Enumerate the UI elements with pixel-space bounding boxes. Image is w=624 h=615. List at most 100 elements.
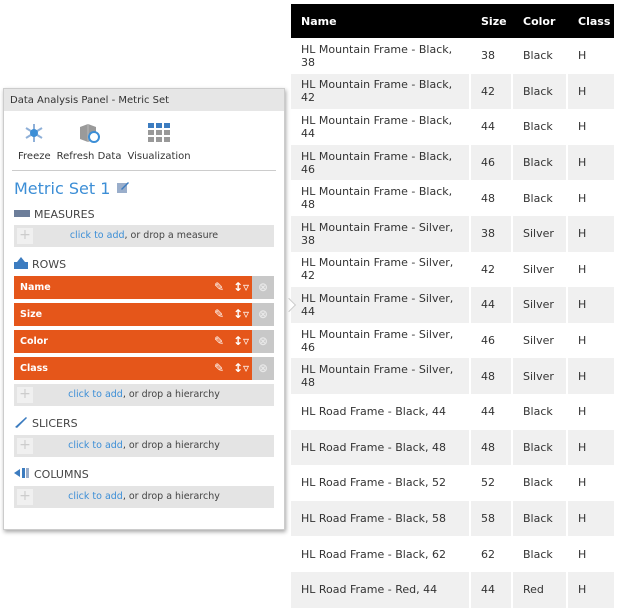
table-row[interactable]: HL Mountain Frame - Silver, 44 44 Silver H: [291, 287, 614, 323]
remove-icon[interactable]: ⊗: [252, 276, 274, 299]
cell-size: 44: [471, 393, 513, 430]
columns-drop-zone[interactable]: + click to add, or drop a hierarchy: [14, 486, 274, 508]
cell-name: HL Road Frame - Black, 44: [291, 393, 471, 430]
data-analysis-panel: Data Analysis Panel - Metric Set Freeze …: [3, 88, 285, 530]
row-hierarchy-name[interactable]: Name ✎ ↕▿ ⊗: [14, 276, 274, 299]
sort-filter-icon[interactable]: ↕▿: [232, 280, 250, 294]
cell-size: 58: [471, 500, 513, 537]
row-hierarchy-size[interactable]: Size ✎ ↕▿ ⊗: [14, 303, 274, 326]
visualization-label: Visualization: [127, 151, 191, 162]
hierarchy-label: Size: [20, 309, 43, 320]
column-header-class[interactable]: Class: [568, 4, 614, 38]
sort-filter-icon[interactable]: ↕▿: [232, 307, 250, 321]
cell-size: 46: [471, 322, 513, 359]
column-header-color[interactable]: Color: [513, 4, 568, 38]
remove-icon[interactable]: ⊗: [252, 330, 274, 353]
cell-name: HL Mountain Frame - Black, 44: [291, 109, 471, 145]
freeze-label: Freeze: [18, 151, 51, 162]
cell-class: H: [568, 571, 614, 608]
cell-size: 42: [471, 73, 513, 110]
table-row[interactable]: HL Mountain Frame - Silver, 38 38 Silver H: [291, 215, 614, 252]
edit-icon[interactable]: [116, 179, 130, 198]
cell-name: HL Road Frame - Black, 62: [291, 536, 471, 572]
cell-color: Black: [513, 109, 568, 145]
remove-icon[interactable]: ⊗: [252, 303, 274, 326]
hierarchy-label: Class: [20, 363, 48, 374]
table-header-row: Name Size Color Class: [291, 4, 614, 38]
table-row[interactable]: HL Road Frame - Black, 48 48 Black H: [291, 429, 614, 466]
table-row[interactable]: HL Road Frame - Black, 58 58 Black H: [291, 500, 614, 537]
measures-drop-zone[interactable]: + click to add, or drop a measure: [14, 225, 274, 247]
cell-class: H: [578, 191, 587, 205]
cell-class: H: [568, 287, 614, 323]
pencil-icon[interactable]: ✎: [213, 307, 225, 321]
cell-class: H: [568, 358, 614, 394]
cell-name: HL Road Frame - Black, 48: [291, 429, 471, 466]
cell-color: Black: [513, 429, 568, 466]
table-row[interactable]: HL Mountain Frame - Silver, 42 42 Silver H: [291, 251, 614, 288]
cell-name: HL Mountain Frame - Black, 46: [291, 144, 471, 181]
column-header-size[interactable]: Size: [471, 4, 513, 38]
cell-size: 48: [471, 358, 513, 394]
refresh-data-button[interactable]: Refresh Data: [57, 121, 121, 170]
plus-icon[interactable]: +: [17, 489, 33, 505]
cell-class: H: [568, 144, 614, 181]
slicers-label: SLICERS: [32, 417, 78, 430]
row-hierarchy-class[interactable]: Class ✎ ↕▿ ⊗: [14, 357, 274, 380]
table-row[interactable]: HL Mountain Frame - Black, 44 44 Black H: [291, 109, 614, 145]
cell-size: 44: [471, 287, 513, 323]
toolbar: Freeze Refresh Data Visualization: [12, 111, 276, 171]
cell-color: Black: [513, 38, 568, 74]
cell-name: HL Mountain Frame - Silver, 46: [291, 322, 471, 359]
cell-color: Black: [513, 73, 568, 110]
refresh-cube-icon: [77, 121, 101, 145]
click-to-add-link[interactable]: click to add: [68, 389, 123, 400]
slicers-section-header: SLICERS: [14, 416, 284, 431]
cell-class: H: [568, 215, 614, 252]
data-table: Name Size Color Class HL Mountain Frame …: [291, 4, 614, 608]
column-header-name[interactable]: Name: [291, 4, 471, 38]
rows-drop-zone[interactable]: + click to add, or drop a hierarchy: [14, 384, 274, 406]
plus-icon[interactable]: +: [17, 228, 33, 244]
row-hierarchy-color[interactable]: Color ✎ ↕▿ ⊗: [14, 330, 274, 353]
visualization-button[interactable]: Visualization: [127, 121, 191, 170]
click-to-add-link[interactable]: click to add: [68, 440, 123, 451]
table-row[interactable]: HL Mountain Frame - Black, 46 46 Black H: [291, 144, 614, 181]
table-row[interactable]: HL Road Frame - Black, 52 52 Black H: [291, 465, 614, 501]
hierarchy-label: Color: [20, 336, 48, 347]
table-row[interactable]: HL Mountain Frame - Black, 48 48 Black H: [291, 180, 614, 216]
pencil-icon[interactable]: ✎: [213, 280, 225, 294]
measures-section-header: MEASURES: [14, 208, 284, 221]
cell-color: Red: [513, 571, 568, 608]
cell-class: H: [578, 476, 587, 490]
click-to-add-link[interactable]: click to add: [69, 230, 125, 241]
drop-hint: , or drop a hierarchy: [122, 389, 220, 400]
table-row[interactable]: HL Road Frame - Black, 44 44 Black H: [291, 393, 614, 430]
table-row[interactable]: HL Mountain Frame - Silver, 46 46 Silver H: [291, 322, 614, 359]
sort-filter-icon[interactable]: ↕▿: [232, 361, 250, 375]
cell-size: 62: [471, 536, 513, 572]
rows-label: ROWS: [32, 258, 67, 271]
cell-color: Silver: [513, 251, 568, 288]
slicers-drop-zone[interactable]: + click to add, or drop a hierarchy: [14, 435, 274, 457]
remove-icon[interactable]: ⊗: [252, 357, 274, 380]
panel-title: Data Analysis Panel - Metric Set: [4, 89, 284, 111]
cell-name: HL Mountain Frame - Silver, 48: [291, 358, 471, 394]
pencil-icon[interactable]: ✎: [213, 361, 225, 375]
pencil-icon[interactable]: ✎: [213, 334, 225, 348]
click-to-add-link[interactable]: click to add: [68, 491, 123, 502]
cell-size: 38: [471, 215, 513, 252]
cell-name: HL Road Frame - Black, 58: [291, 500, 471, 537]
cell-size: 44: [471, 109, 513, 145]
table-row[interactable]: HL Road Frame - Red, 44 44 Red H: [291, 571, 614, 608]
sort-filter-icon[interactable]: ↕▿: [232, 334, 250, 348]
cell-class: H: [578, 405, 587, 419]
table-row[interactable]: HL Mountain Frame - Silver, 48 48 Silver H: [291, 358, 614, 394]
plus-icon[interactable]: +: [17, 387, 33, 403]
table-row[interactable]: HL Road Frame - Black, 62 62 Black H: [291, 536, 614, 572]
plus-icon[interactable]: +: [17, 438, 33, 454]
table-row[interactable]: HL Mountain Frame - Black, 38 38 Black H: [291, 38, 614, 74]
cell-color: Silver: [513, 358, 568, 394]
freeze-button[interactable]: Freeze: [18, 121, 51, 170]
table-row[interactable]: HL Mountain Frame - Black, 42 42 Black H: [291, 73, 614, 110]
